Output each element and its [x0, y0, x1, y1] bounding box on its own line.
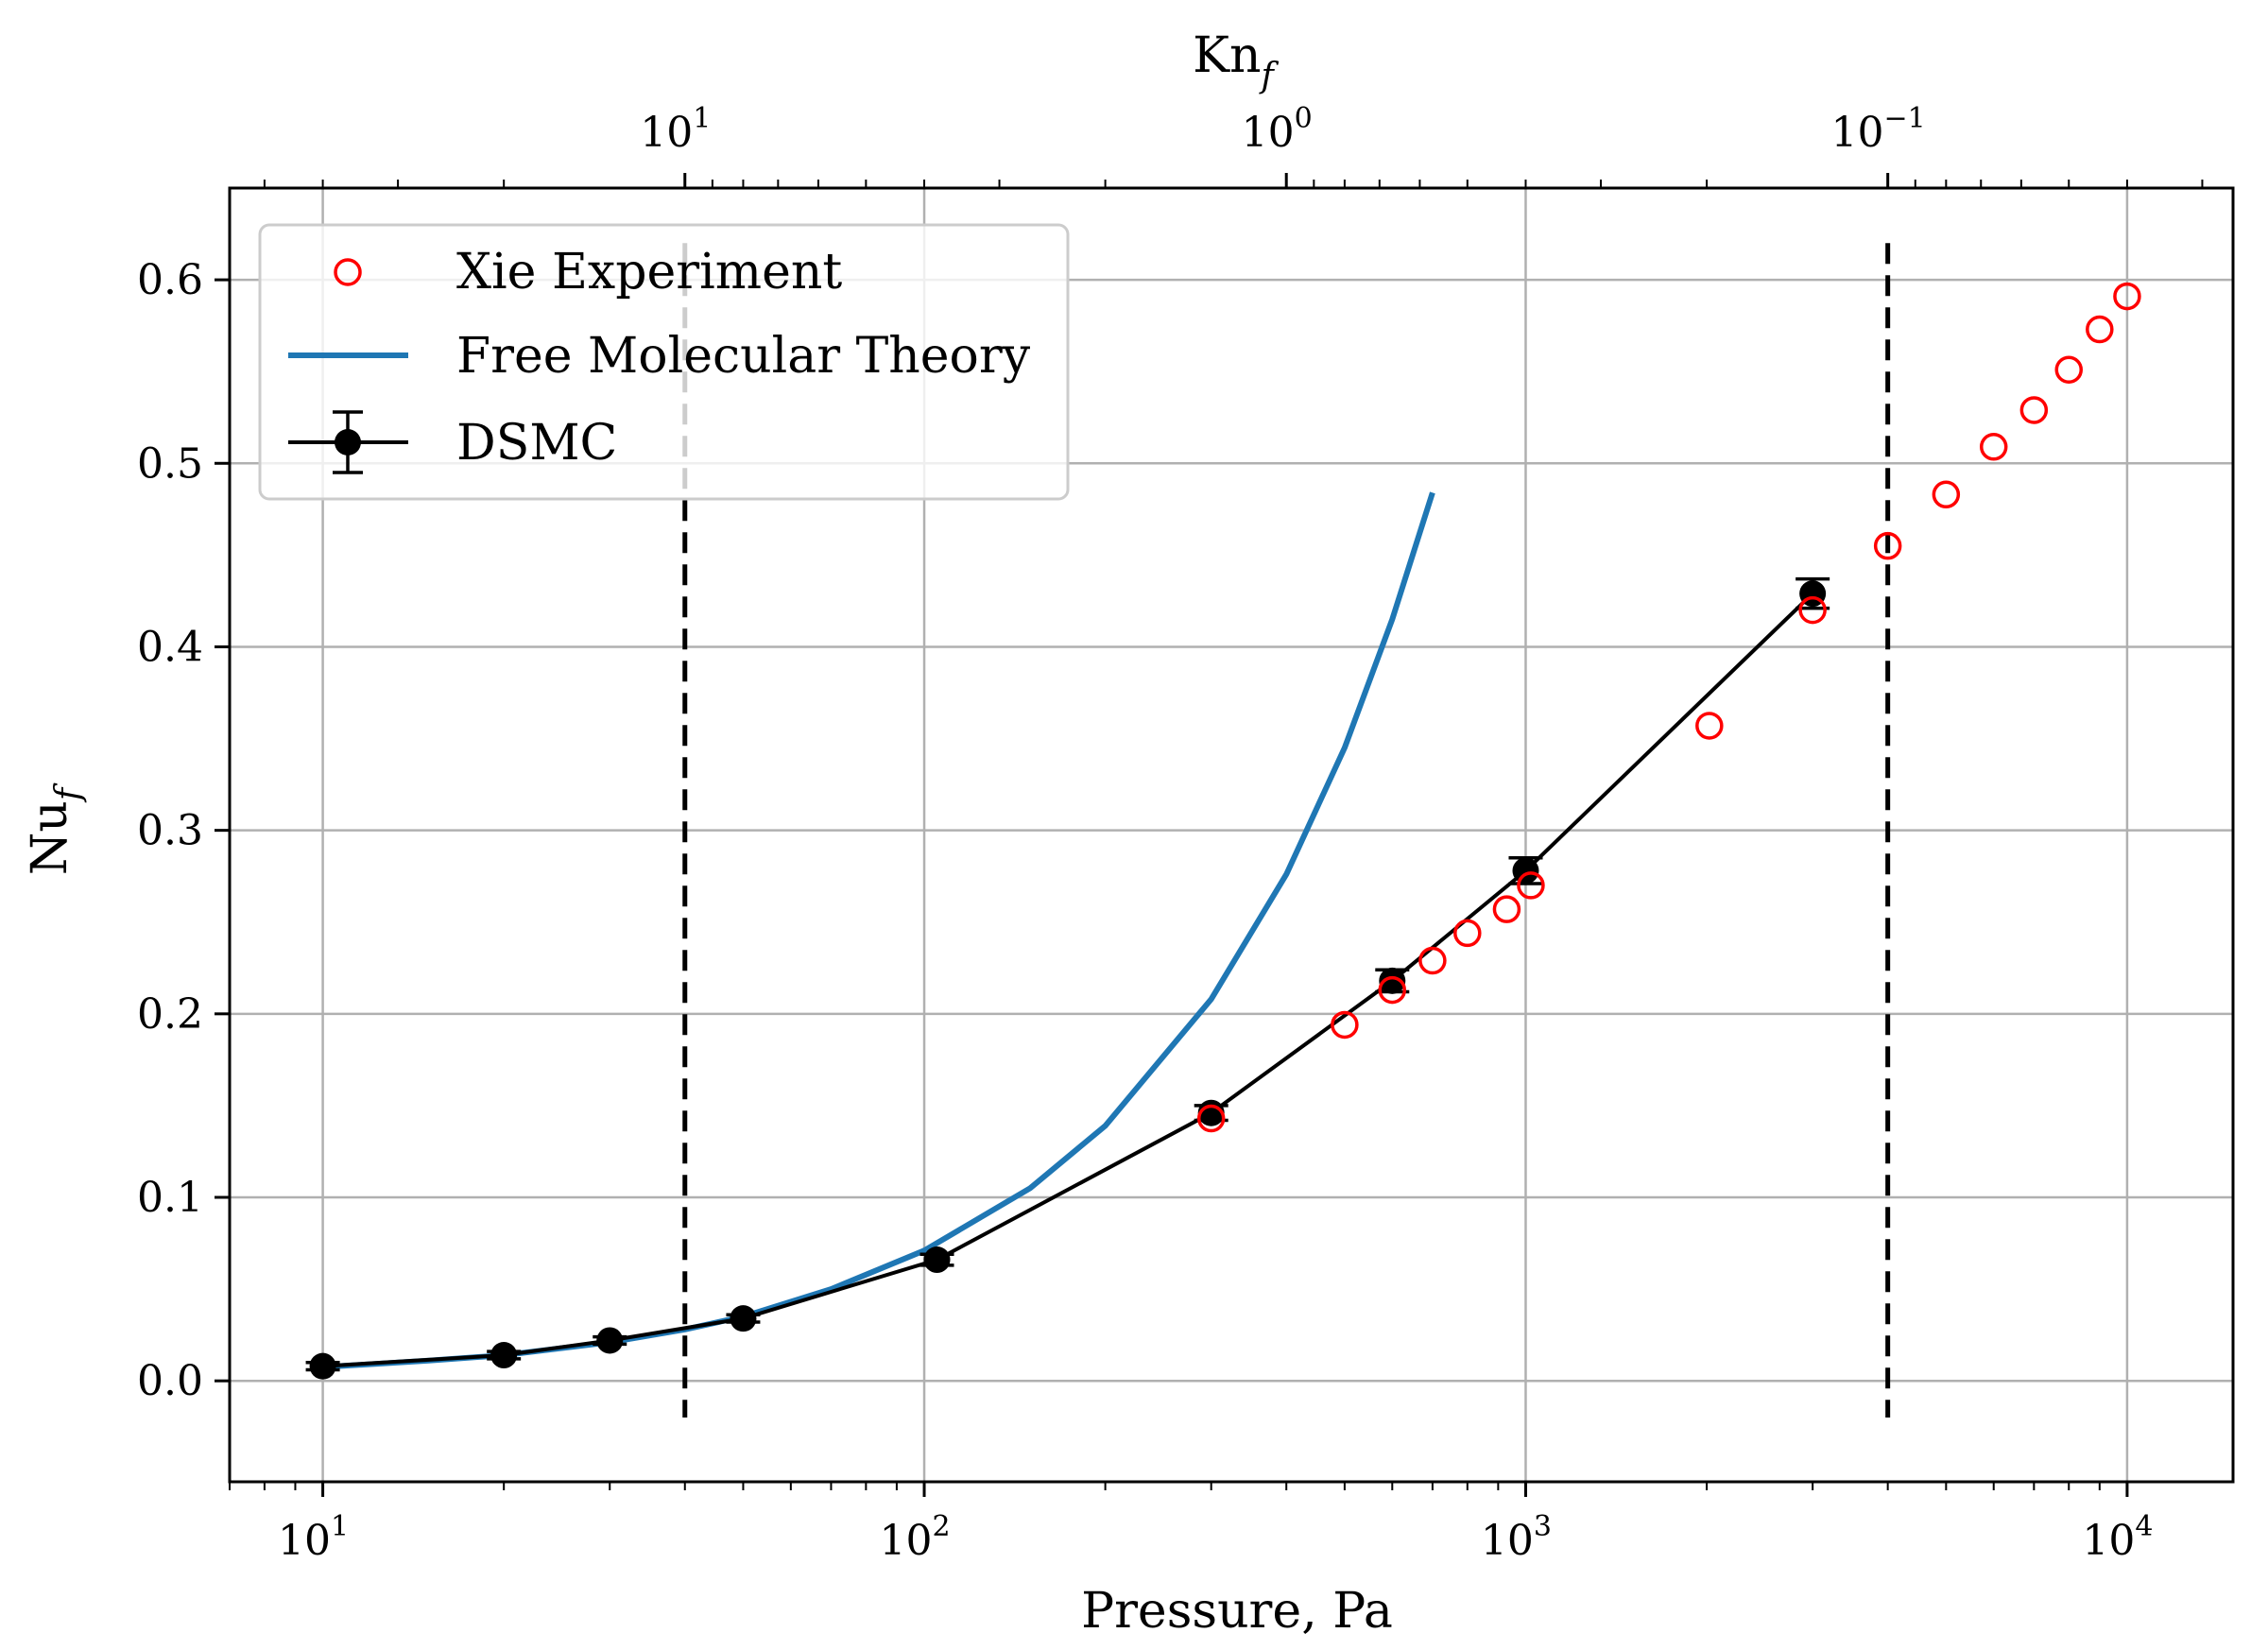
- xie-experiment-point: [2086, 315, 2114, 344]
- x-tick-label: 102: [879, 1510, 950, 1565]
- y-axis-title-main: Nu: [22, 800, 78, 875]
- x-tick-label: 104: [2082, 1510, 2153, 1565]
- dsmc-point: [1512, 857, 1539, 885]
- top-x-axis-title-main: Kn: [1193, 27, 1261, 84]
- top-tick-exp: −1: [1884, 102, 1926, 135]
- x-tick-label: 101: [278, 1510, 349, 1565]
- top-tick-label: 101: [640, 102, 711, 157]
- legend-marker-dsmc: [288, 410, 408, 474]
- dsmc-errorbar: [726, 1305, 761, 1332]
- y-tick-label: 0.1: [137, 1174, 203, 1222]
- xie-experiment-point: [1873, 531, 1902, 560]
- dsmc-point: [1379, 967, 1406, 994]
- dsmc-point: [730, 1305, 757, 1332]
- dsmc-point: [490, 1342, 518, 1369]
- xie-experiment-point: [1453, 919, 1482, 948]
- x-tick-exp: 1: [331, 1510, 349, 1543]
- xie-experiment-point: [2054, 355, 2083, 384]
- y-tick-label: 0.6: [137, 256, 203, 304]
- dsmc-point: [309, 1352, 336, 1380]
- xie-experiment-point: [1378, 975, 1407, 1005]
- x-tick-base: 10: [1481, 1517, 1534, 1565]
- xie-experiment-point: [1492, 895, 1521, 923]
- y-tick-label: 0.5: [137, 439, 203, 488]
- series-layer: [305, 282, 2141, 1380]
- y-axis: 0.0 0.1 0.2 0.3 0.4 0.5 0.6: [137, 256, 230, 1405]
- x-tick-label: 103: [1481, 1510, 1552, 1565]
- dsmc-errorbar: [487, 1342, 522, 1369]
- y-tick-label: 0.4: [137, 623, 203, 671]
- x-tick-exp: 4: [2135, 1510, 2153, 1543]
- legend-label-dsmc: DSMC: [456, 415, 617, 472]
- xie-experiment-point: [1932, 480, 1961, 509]
- legend-marker-xie: [334, 258, 362, 286]
- dsmc-errorbar: [919, 1246, 954, 1274]
- xie-experiment-point: [1196, 1104, 1226, 1133]
- plot-frame: [228, 186, 2235, 1484]
- legend: Xie Experiment Free Molecular Theory DSM…: [258, 223, 1070, 501]
- top-tick-label: 100: [1242, 102, 1313, 157]
- x-tick-exp: 3: [1534, 1510, 1552, 1543]
- dsmc-errorbar: [593, 1327, 627, 1354]
- x-tick-base: 10: [278, 1517, 331, 1565]
- top-x-axis: 101 100 10−1: [263, 102, 2204, 188]
- y-tick-label: 0.0: [137, 1357, 203, 1405]
- dsmc-point: [923, 1246, 951, 1274]
- dsmc-errorbar: [305, 1352, 340, 1380]
- top-tick-base: 10: [1831, 109, 1884, 157]
- legend-label-xie: Xie Experiment: [456, 244, 842, 301]
- xie-experiment-point: [1798, 595, 1827, 625]
- top-tick-exp: 0: [1295, 102, 1313, 135]
- x-axis-title: Pressure, Pa: [1081, 1583, 1393, 1640]
- x-tick-base: 10: [2082, 1517, 2135, 1565]
- top-tick-base: 10: [640, 109, 693, 157]
- x-tick-base: 10: [879, 1517, 932, 1565]
- xie-experiment-point: [2113, 282, 2141, 311]
- xie-experiment-point: [1418, 946, 1447, 975]
- legend-box: [258, 223, 1070, 501]
- top-tick-base: 10: [1242, 109, 1295, 157]
- bottom-x-axis: 101 102 103 104: [229, 1482, 2153, 1565]
- xie-experiment-point: [2019, 396, 2049, 424]
- dsmc-errorbar: [1508, 856, 1543, 885]
- xie-experiment-point: [1517, 871, 1545, 900]
- xie-experiment-point: [1695, 712, 1724, 740]
- x-tick-exp: 2: [932, 1510, 950, 1543]
- xie-experiment-point: [1331, 1010, 1359, 1040]
- y-tick-label: 0.2: [137, 990, 203, 1039]
- top-tick-exp: 1: [693, 102, 711, 135]
- y-tick-label: 0.3: [137, 807, 203, 855]
- legend-label-fmt: Free Molecular Theory: [456, 328, 1031, 385]
- grid: [230, 188, 2233, 1482]
- xie-experiment-point: [1979, 433, 2008, 461]
- top-tick-label: 10−1: [1831, 102, 1926, 157]
- dsmc-point: [596, 1327, 624, 1354]
